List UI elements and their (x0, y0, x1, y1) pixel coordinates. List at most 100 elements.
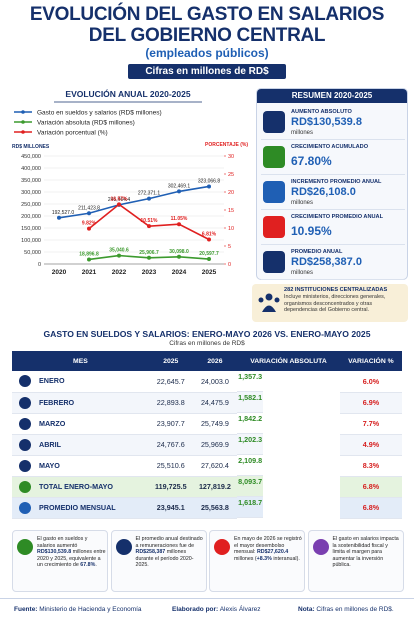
table-cell: 1,582.1 (237, 392, 264, 413)
cell-text: 4.9% (362, 440, 380, 449)
institutions-title: 282 INSTITUCIONES CENTRALIZADAS (284, 287, 388, 293)
table-cell: 127,819.2 (192, 476, 238, 498)
data-label: 302,469.1 (168, 183, 190, 189)
table-cell: 24,003.0 (192, 371, 238, 393)
table-cell: 4.9% (339, 434, 402, 456)
note-part: millones ( (234, 555, 257, 562)
cell-text: 22,893.8 (156, 398, 185, 407)
summary-value: RD$26,108.0 (291, 186, 356, 198)
y-tick-label: 400,000 (21, 166, 41, 172)
cell-text: 23,945.1 (156, 503, 185, 512)
x-tick-label: 2021 (82, 269, 97, 276)
footer: Fuente: Ministerio de Hacienda y Economí… (0, 598, 414, 621)
summary-value: RD$258,387.0 (291, 256, 362, 268)
data-label: 30,098.0 (169, 249, 189, 255)
data-point (177, 222, 181, 227)
title-line: DEL GOBIERNO CENTRAL (88, 25, 326, 46)
data-point (117, 253, 121, 258)
table-cell: ABRIL (12, 434, 149, 456)
data-point (207, 257, 211, 262)
cell-text: 6.8% (362, 503, 380, 512)
summary-unit: millones (291, 270, 314, 276)
cell-text: 1,202.3 (238, 435, 263, 444)
cell-text: 22,645.7 (156, 376, 185, 386)
summary-label: AUMENTO ABSOLUTO (291, 109, 352, 115)
cell-text: TOTAL ENERO-MAYO (39, 481, 114, 491)
series-line (58, 185, 210, 219)
y2-tick-label: 20 (228, 190, 234, 196)
cell-text: 24,767.6 (156, 440, 185, 449)
summary-icon (263, 111, 285, 133)
y-tick-label: 0 (38, 262, 41, 268)
summary-item: CRECIMIENTO PROMEDIO ANUAL 10.95% (261, 211, 405, 245)
table-cell: 119,725.5 (148, 476, 193, 498)
data-point (147, 196, 151, 201)
table-cell: 22,893.8 (148, 392, 193, 414)
x-tick-label: 2022 (112, 269, 127, 276)
legend-label: Variación porcentual (%) (37, 129, 108, 136)
table-header: 2025 (148, 351, 193, 371)
summary-item: AUMENTO ABSOLUTO RD$130,539.8 millones (261, 106, 405, 140)
y-tick-label: 300,000 (21, 190, 41, 196)
summary-icon (263, 251, 285, 273)
data-label: 9.82% (82, 221, 97, 227)
summary-value: RD$130,539.8 (291, 116, 362, 128)
note-part: 67.8% (80, 562, 96, 568)
table-header: VARIACIÓN % (339, 351, 402, 371)
y-tick-label: 250,000 (21, 202, 41, 208)
table-cell: 27,620.4 (192, 455, 238, 477)
people-icon (258, 293, 280, 312)
y2-tick-label: 0 (228, 262, 231, 268)
x-tick-label: 2020 (52, 269, 67, 276)
data-label: 6.81% (202, 231, 217, 237)
table-header: VARIACIÓN ABSOLUTA (237, 351, 340, 371)
table-title: GASTO EN SUELDOS Y SALARIOS: ENERO-MAYO … (43, 329, 371, 339)
cell-text: 25,969.9 (200, 440, 229, 449)
table-cell: 1,842.2 (237, 413, 264, 434)
y-tick-label: 350,000 (21, 178, 41, 184)
note: Cifras en millones de RD$. (316, 606, 394, 613)
data-point (87, 257, 91, 262)
x-tick-label: 2025 (202, 269, 217, 276)
note-part: interanual). (271, 555, 300, 562)
y2-tick-label: 30 (228, 154, 234, 160)
cell-text: MARZO (39, 418, 66, 428)
data-label: 20,597.7 (199, 251, 219, 257)
note-box: El gasto en sueldos y salarios aumentó R… (12, 530, 108, 592)
note-part: millones entre 2020 y 2025, equivalente … (37, 549, 106, 568)
table-cell: 22,645.7 (148, 371, 193, 393)
data-point (117, 202, 121, 207)
cell-text: 6.9% (362, 398, 380, 407)
note-icon (312, 539, 329, 555)
note-part: El gasto en sueldos y salarios aumentó (37, 536, 88, 549)
cell-text: 1,357.3 (238, 372, 263, 381)
y2-axis-label: PORCENTAJE (%) (205, 142, 248, 148)
y-axis-label: RD$ MILLONES (12, 144, 50, 150)
row-icon (19, 501, 31, 514)
table-cell: 23,907.7 (148, 413, 193, 435)
table-cell: 6.0% (339, 371, 402, 393)
table-row: ABRIL 24,767.6 25,969.9 1,202.3 4.9% (12, 434, 402, 456)
table-cell: 6.9% (339, 392, 402, 414)
x-tick-label: 2023 (142, 269, 157, 276)
note-text: En mayo de 2026 se registró el mayor des… (234, 536, 303, 562)
table-header: 2026 (192, 351, 238, 371)
summary-label: CRECIMIENTO ACUMULADO (291, 144, 369, 150)
y2-tick-label: 15 (228, 208, 234, 214)
data-point (147, 224, 151, 229)
data-label: 35,040.6 (109, 248, 129, 254)
data-label: 323,066.8 (198, 178, 220, 184)
data-point (177, 189, 181, 194)
y-tick-label: 150,000 (21, 226, 41, 232)
row-icon (19, 459, 31, 472)
table-row: MARZO 23,907.7 25,749.9 1,842.2 7.7% (12, 413, 402, 435)
data-label: 18,896.8 (79, 251, 99, 257)
cell-text: 8,093.7 (238, 477, 263, 486)
table-cell: 2,109.8 (237, 455, 264, 476)
summary-title: RESUMEN 2020-2025 (257, 89, 407, 103)
title-line: EVOLUCIÓN DEL GASTO EN SALARIOS (29, 4, 385, 25)
note-part: RD$27,620.4 (256, 549, 289, 555)
institutions-text: Incluye ministerios, direcciones general… (284, 294, 386, 314)
note-part: El promedio anual destinado a remuneraci… (135, 536, 203, 549)
table-row: TOTAL ENERO-MAYO 119,725.5 127,819.2 8,093.… (12, 476, 402, 498)
